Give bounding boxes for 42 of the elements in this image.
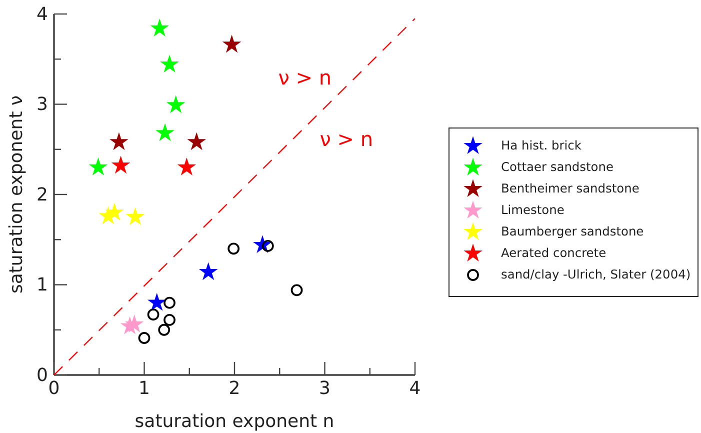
x-axis-title: saturation exponent n [134, 411, 334, 432]
legend-label: Bentheimer sandstone [501, 181, 640, 196]
y-axis-title: saturation exponent ν [6, 95, 27, 294]
point [164, 296, 176, 309]
legend-label: Baumberger sandstone [501, 224, 644, 238]
point [156, 123, 174, 142]
point [110, 132, 128, 150]
point [198, 262, 218, 280]
legend-label: Limestone [501, 202, 564, 217]
legend-label: sand/clay -Ulrich, Slater (2004) [501, 267, 691, 282]
x-tick-label: 3 [319, 378, 330, 399]
y-tick-label: 2 [36, 184, 48, 206]
point [126, 207, 145, 226]
y-tick-label: 0 [36, 364, 48, 386]
point [164, 314, 176, 326]
point [105, 202, 124, 221]
point [147, 292, 166, 311]
legend-label: Ha hist. brick [501, 138, 582, 152]
y-tick-label: 1 [36, 274, 48, 296]
point [111, 156, 130, 174]
legend-label: Aerated concrete [501, 246, 606, 260]
point [124, 314, 144, 332]
legend-label: Cottaer sandstone [501, 160, 614, 174]
point [88, 158, 108, 176]
y-tick-label: 4 [36, 4, 48, 25]
x-tick-label: 4 [409, 378, 421, 399]
annotation: ν > n [278, 65, 332, 90]
point [166, 95, 186, 114]
point [290, 284, 303, 296]
point [222, 34, 242, 53]
point [147, 308, 160, 320]
point [150, 18, 170, 36]
point [177, 158, 196, 176]
point [160, 54, 179, 73]
point [158, 324, 170, 336]
x-tick-label: 1 [138, 378, 150, 399]
point [138, 332, 150, 344]
annotation: ν > n [320, 126, 374, 151]
point [187, 132, 206, 150]
x-tick-label: 2 [228, 378, 240, 399]
point [228, 242, 240, 255]
y-tick-label: 3 [36, 94, 48, 116]
